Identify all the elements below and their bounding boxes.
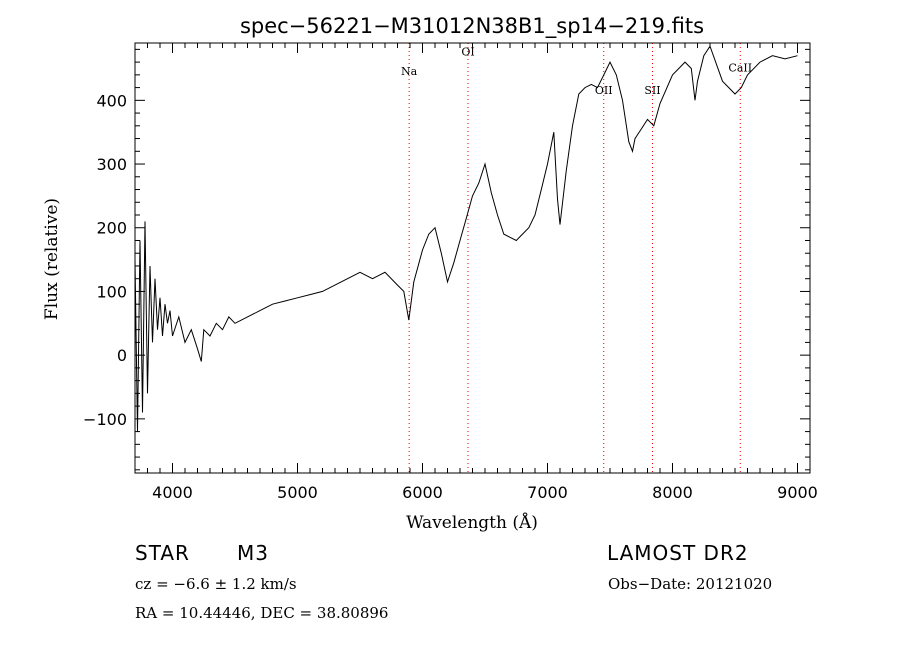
spectrum-line (134, 45, 798, 432)
y-tick-label: 200 (96, 219, 127, 238)
annotation-label: CaII (728, 62, 752, 75)
chart-title: spec−56221−M31012N38B1_sp14−219.fits (240, 14, 704, 39)
annotation-label: OII (595, 84, 613, 97)
ra-dec-text: RA = 10.44446, DEC = 38.80896 (135, 604, 389, 622)
redshift-text: cz = −6.6 ± 1.2 km/s (135, 575, 297, 593)
y-axis-label: Flux (relative) (42, 198, 62, 320)
axis-ticks (135, 43, 810, 473)
x-tick-label: 8000 (652, 483, 693, 502)
plot-frame (134, 42, 811, 474)
y-tick-label: 100 (96, 282, 127, 301)
x-tick-label: 9000 (777, 483, 818, 502)
emission-line-markers (408, 43, 741, 473)
survey-name: LAMOST DR2 (607, 541, 749, 565)
axis-tick-labels: 4000 5000 6000 7000 8000 9000 −100 0 100 200 300 40… (83, 91, 818, 502)
obs-date-text: Obs−Date: 20121020 (608, 575, 773, 593)
object-subclass: M3 (237, 541, 269, 565)
x-tick-label: 7000 (527, 483, 568, 502)
x-tick-label: 6000 (402, 483, 443, 502)
y-tick-label: −100 (83, 410, 127, 429)
x-axis-label: Wavelength (Å) (406, 512, 538, 533)
x-tick-label: 5000 (277, 483, 318, 502)
x-tick-label: 4000 (152, 483, 193, 502)
annotation-label: Na (401, 65, 418, 78)
line-annotations: Na OI OII SII CaII (401, 46, 752, 97)
annotation-label: OI (461, 46, 474, 59)
y-tick-label: 0 (117, 346, 127, 365)
y-tick-label: 300 (96, 155, 127, 174)
annotation-label: SII (644, 84, 660, 97)
y-tick-label: 400 (96, 91, 127, 110)
object-type: STAR (135, 541, 190, 565)
